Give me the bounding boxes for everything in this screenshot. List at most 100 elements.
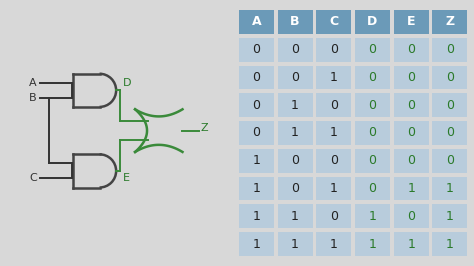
Text: 0: 0 [407, 210, 415, 223]
Text: 0: 0 [291, 182, 299, 195]
Text: B: B [290, 15, 300, 28]
FancyBboxPatch shape [394, 149, 428, 173]
FancyBboxPatch shape [239, 149, 274, 173]
FancyBboxPatch shape [278, 65, 312, 89]
FancyBboxPatch shape [432, 10, 467, 34]
Text: A: A [29, 78, 37, 88]
FancyBboxPatch shape [316, 205, 351, 228]
Text: 1: 1 [330, 182, 337, 195]
Text: 0: 0 [407, 154, 415, 167]
FancyBboxPatch shape [278, 10, 312, 34]
Text: 0: 0 [446, 154, 454, 167]
Text: 1: 1 [291, 127, 299, 139]
Text: 0: 0 [407, 99, 415, 112]
FancyBboxPatch shape [432, 121, 467, 145]
Text: 0: 0 [446, 43, 454, 56]
FancyBboxPatch shape [239, 38, 274, 61]
FancyBboxPatch shape [316, 10, 351, 34]
FancyBboxPatch shape [316, 177, 351, 201]
Text: 1: 1 [291, 99, 299, 112]
FancyBboxPatch shape [432, 38, 467, 61]
Text: 1: 1 [369, 210, 376, 223]
Text: 0: 0 [446, 127, 454, 139]
Text: C: C [329, 15, 338, 28]
Text: 0: 0 [252, 99, 260, 112]
FancyBboxPatch shape [239, 10, 274, 34]
Text: 1: 1 [369, 238, 376, 251]
FancyBboxPatch shape [432, 93, 467, 117]
FancyBboxPatch shape [432, 65, 467, 89]
Text: Z: Z [201, 123, 208, 133]
FancyBboxPatch shape [355, 10, 390, 34]
FancyBboxPatch shape [394, 177, 428, 201]
Text: 1: 1 [253, 182, 260, 195]
FancyBboxPatch shape [316, 38, 351, 61]
Text: 0: 0 [368, 154, 376, 167]
Text: 1: 1 [446, 182, 454, 195]
Text: 1: 1 [407, 238, 415, 251]
FancyBboxPatch shape [355, 232, 390, 256]
FancyBboxPatch shape [394, 65, 428, 89]
FancyBboxPatch shape [394, 205, 428, 228]
FancyBboxPatch shape [278, 121, 312, 145]
FancyBboxPatch shape [355, 65, 390, 89]
FancyBboxPatch shape [316, 121, 351, 145]
Text: 1: 1 [253, 154, 260, 167]
FancyBboxPatch shape [394, 10, 428, 34]
FancyBboxPatch shape [355, 38, 390, 61]
FancyBboxPatch shape [239, 205, 274, 228]
FancyBboxPatch shape [394, 232, 428, 256]
Text: 0: 0 [368, 182, 376, 195]
Text: 1: 1 [330, 71, 337, 84]
Text: 0: 0 [446, 71, 454, 84]
Text: 0: 0 [368, 99, 376, 112]
FancyBboxPatch shape [432, 149, 467, 173]
Text: 1: 1 [253, 210, 260, 223]
FancyBboxPatch shape [316, 65, 351, 89]
Text: 1: 1 [446, 210, 454, 223]
FancyBboxPatch shape [355, 121, 390, 145]
Text: 1: 1 [407, 182, 415, 195]
Text: 0: 0 [407, 71, 415, 84]
FancyBboxPatch shape [394, 121, 428, 145]
FancyBboxPatch shape [239, 232, 274, 256]
FancyBboxPatch shape [239, 65, 274, 89]
FancyBboxPatch shape [394, 38, 428, 61]
Text: 0: 0 [407, 43, 415, 56]
FancyBboxPatch shape [278, 232, 312, 256]
Text: 0: 0 [368, 43, 376, 56]
Text: A: A [252, 15, 261, 28]
FancyBboxPatch shape [239, 93, 274, 117]
FancyBboxPatch shape [278, 149, 312, 173]
FancyBboxPatch shape [432, 205, 467, 228]
FancyBboxPatch shape [316, 93, 351, 117]
Text: 0: 0 [291, 71, 299, 84]
FancyBboxPatch shape [278, 93, 312, 117]
Text: 0: 0 [368, 127, 376, 139]
Text: D: D [122, 78, 131, 88]
Text: 0: 0 [330, 43, 338, 56]
Text: E: E [407, 15, 415, 28]
Text: 0: 0 [330, 210, 338, 223]
FancyBboxPatch shape [432, 177, 467, 201]
FancyBboxPatch shape [432, 232, 467, 256]
Text: Z: Z [446, 15, 455, 28]
FancyBboxPatch shape [355, 177, 390, 201]
FancyBboxPatch shape [278, 205, 312, 228]
Text: 1: 1 [291, 210, 299, 223]
FancyBboxPatch shape [316, 149, 351, 173]
Text: 0: 0 [368, 71, 376, 84]
FancyBboxPatch shape [278, 177, 312, 201]
Text: 1: 1 [330, 238, 337, 251]
FancyBboxPatch shape [316, 232, 351, 256]
FancyBboxPatch shape [278, 38, 312, 61]
FancyBboxPatch shape [355, 93, 390, 117]
Text: 1: 1 [291, 238, 299, 251]
Text: 1: 1 [446, 238, 454, 251]
Text: 0: 0 [330, 154, 338, 167]
Text: 1: 1 [330, 127, 337, 139]
Text: 0: 0 [252, 71, 260, 84]
Text: E: E [122, 173, 129, 183]
FancyBboxPatch shape [355, 149, 390, 173]
Text: 0: 0 [446, 99, 454, 112]
